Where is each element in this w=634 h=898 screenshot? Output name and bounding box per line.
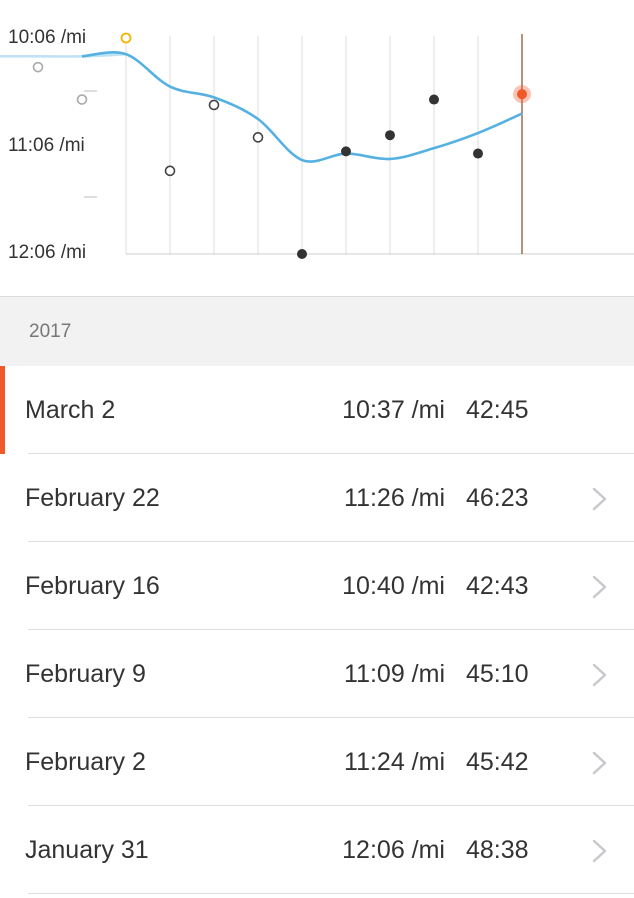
run-duration: 46:23 [466,484,529,512]
run-row[interactable]: February 16 10:40 /mi 42:43 [0,542,634,630]
y-tick-label: 10:06 /mi [8,27,87,48]
data-point [473,148,483,159]
run-date: February 16 [25,572,160,600]
run-pace: 11:26 /mi [344,484,445,512]
data-point [76,94,88,105]
chevron-right-icon [592,487,607,511]
run-duration: 42:45 [466,396,529,424]
data-point [297,249,307,259]
year-label: 2017 [29,321,72,342]
data-point [429,94,439,105]
selected-data-point [517,89,527,100]
y-tick-label: 12:06 /mi [8,242,87,263]
data-point [341,146,351,157]
run-pace: 11:24 /mi [344,748,445,776]
chevron-right-icon [592,575,607,599]
run-pace: 12:06 /mi [342,836,445,864]
run-date: February 22 [25,484,160,512]
trend-line-faded [0,52,127,58]
run-date: February 2 [25,748,146,776]
run-pace: 10:37 /mi [342,396,445,424]
data-point [208,99,220,111]
run-duration: 45:42 [466,748,529,776]
run-pace: 11:09 /mi [344,660,445,688]
trend-line [81,51,523,163]
run-row[interactable]: March 2 10:37 /mi 42:45 [0,366,634,454]
run-pace: 10:40 /mi [342,572,445,600]
chevron-right-icon [592,839,607,863]
data-point [120,32,132,44]
run-date: January 31 [25,836,149,864]
chevron-right-icon [592,663,607,687]
chevron-right-icon [592,751,607,775]
data-point [164,165,176,177]
year-section-header: 2017 [0,296,634,366]
data-point [385,130,395,141]
run-row[interactable]: January 31 12:06 /mi 48:38 [0,806,634,894]
run-duration: 45:10 [466,660,529,688]
pace-chart[interactable] [0,0,634,296]
data-point [252,132,264,143]
selection-indicator [0,366,5,454]
run-list: March 2 10:37 /mi 42:45 February 22 11:2… [0,366,634,894]
y-tick-label: 11:06 /mi [8,135,85,156]
run-row[interactable]: February 9 11:09 /mi 45:10 [0,630,634,718]
run-row[interactable]: February 2 11:24 /mi 45:42 [0,718,634,806]
run-date: February 9 [25,660,146,688]
run-duration: 42:43 [466,572,529,600]
data-point [32,61,44,73]
pace-chart-area[interactable]: 10:06 /mi 11:06 /mi 12:06 /mi [0,0,634,296]
run-row[interactable]: February 22 11:26 /mi 46:23 [0,454,634,542]
run-duration: 48:38 [466,836,529,864]
run-date: March 2 [25,396,116,424]
